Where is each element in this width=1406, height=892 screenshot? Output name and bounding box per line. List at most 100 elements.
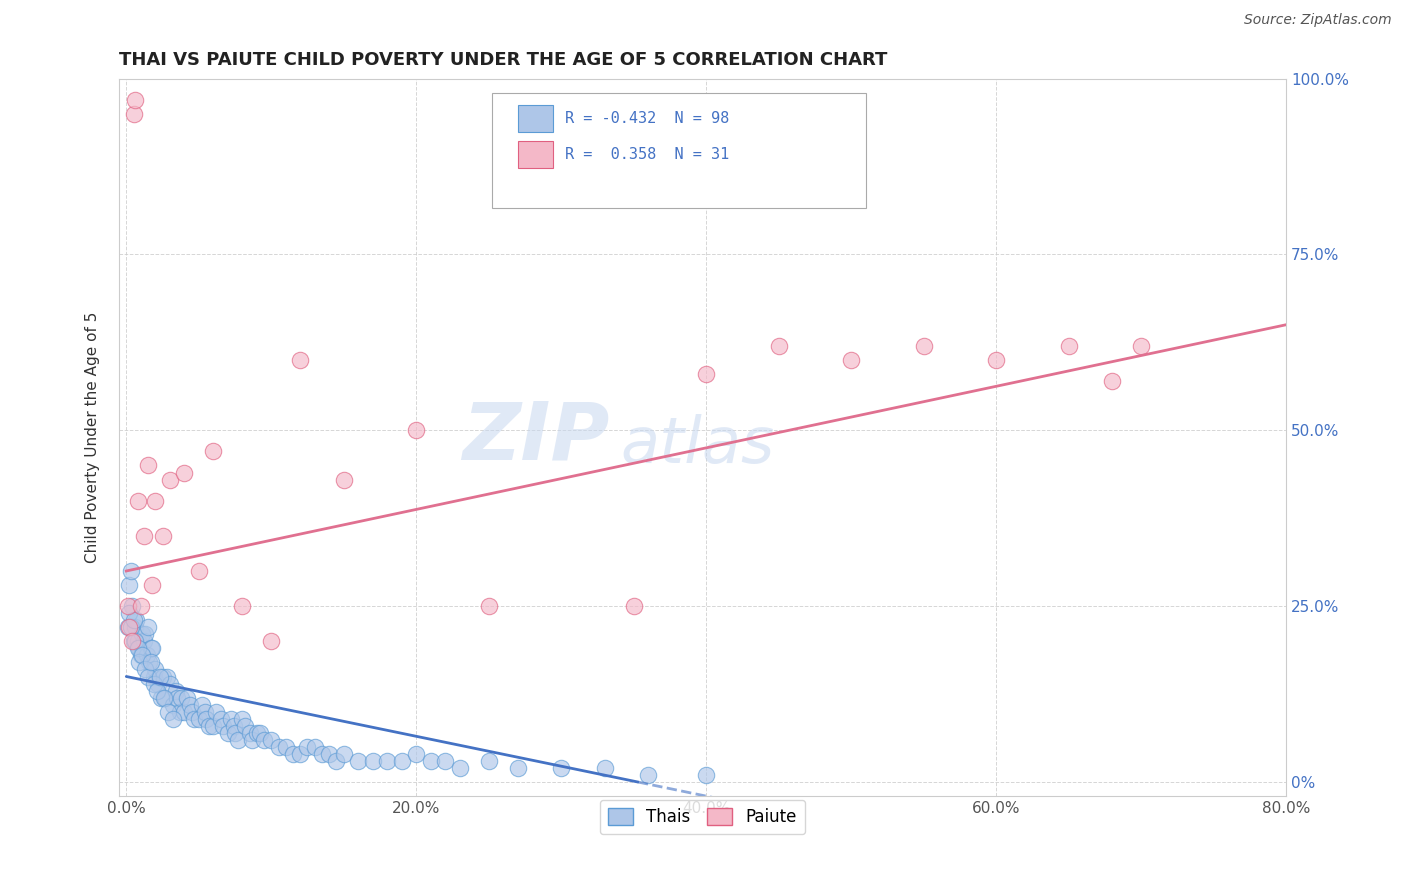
Point bbox=[332, 473, 354, 487]
Point bbox=[176, 690, 198, 705]
Point bbox=[157, 705, 180, 719]
Point bbox=[224, 726, 246, 740]
Point bbox=[183, 712, 205, 726]
Point bbox=[132, 529, 155, 543]
Point bbox=[1130, 339, 1153, 353]
Point bbox=[173, 466, 195, 480]
Point bbox=[170, 690, 193, 705]
Point bbox=[290, 353, 312, 368]
Point bbox=[118, 578, 141, 592]
Point bbox=[419, 754, 441, 768]
Point bbox=[267, 739, 290, 754]
Point bbox=[242, 732, 264, 747]
Point bbox=[219, 712, 242, 726]
Point bbox=[187, 564, 209, 578]
Point bbox=[125, 613, 148, 627]
Point bbox=[260, 634, 283, 648]
Point bbox=[153, 690, 176, 705]
Point bbox=[117, 620, 139, 634]
Point bbox=[129, 648, 152, 663]
Point bbox=[405, 423, 427, 437]
Point bbox=[226, 732, 249, 747]
Point bbox=[152, 529, 174, 543]
Text: ZIP: ZIP bbox=[461, 399, 609, 476]
Bar bbox=[519, 105, 553, 132]
Point bbox=[332, 747, 354, 761]
Point bbox=[325, 754, 347, 768]
Point bbox=[233, 719, 256, 733]
Point bbox=[122, 107, 145, 121]
Point bbox=[143, 493, 166, 508]
Point bbox=[118, 620, 141, 634]
Point bbox=[124, 93, 146, 107]
FancyBboxPatch shape bbox=[492, 93, 866, 208]
Point bbox=[212, 719, 235, 733]
Point bbox=[179, 698, 201, 712]
Point bbox=[449, 761, 471, 775]
Point bbox=[162, 712, 184, 726]
Point bbox=[506, 761, 529, 775]
Point bbox=[138, 656, 160, 670]
Point bbox=[194, 705, 217, 719]
Point bbox=[190, 698, 212, 712]
Point bbox=[195, 712, 218, 726]
Point bbox=[253, 732, 276, 747]
Point bbox=[187, 712, 209, 726]
Point bbox=[984, 353, 1007, 368]
Point bbox=[134, 663, 156, 677]
Point bbox=[695, 768, 717, 782]
Point bbox=[1101, 374, 1123, 388]
Point bbox=[198, 719, 221, 733]
Point bbox=[148, 676, 170, 690]
Point bbox=[217, 726, 239, 740]
Point bbox=[145, 683, 167, 698]
Point bbox=[290, 747, 312, 761]
Point bbox=[136, 458, 159, 473]
Point bbox=[205, 705, 228, 719]
Point bbox=[912, 339, 935, 353]
Point bbox=[136, 620, 159, 634]
Point bbox=[121, 599, 143, 614]
Point bbox=[623, 599, 645, 614]
Point bbox=[122, 613, 145, 627]
Point bbox=[162, 698, 184, 712]
Point bbox=[281, 747, 304, 761]
Point bbox=[128, 656, 150, 670]
Point bbox=[136, 669, 159, 683]
Point bbox=[139, 641, 162, 656]
Text: R =  0.358  N = 31: R = 0.358 N = 31 bbox=[565, 147, 730, 162]
Point bbox=[152, 669, 174, 683]
Point bbox=[180, 705, 202, 719]
Point bbox=[127, 641, 149, 656]
Point bbox=[121, 634, 143, 648]
Point bbox=[311, 747, 333, 761]
Point bbox=[141, 578, 163, 592]
Point bbox=[165, 683, 187, 698]
Point bbox=[120, 620, 142, 634]
Point bbox=[231, 599, 253, 614]
Point bbox=[128, 641, 150, 656]
Point bbox=[131, 627, 153, 641]
Point bbox=[297, 739, 319, 754]
Point bbox=[124, 620, 146, 634]
Point bbox=[695, 367, 717, 381]
Point bbox=[149, 669, 172, 683]
Text: Source: ZipAtlas.com: Source: ZipAtlas.com bbox=[1244, 13, 1392, 28]
Point bbox=[127, 634, 149, 648]
Point bbox=[166, 690, 188, 705]
Point bbox=[304, 739, 326, 754]
Point bbox=[593, 761, 616, 775]
Point bbox=[127, 493, 149, 508]
Point bbox=[238, 726, 260, 740]
Point bbox=[155, 690, 177, 705]
Point bbox=[361, 754, 384, 768]
Point bbox=[156, 669, 179, 683]
Point bbox=[139, 656, 162, 670]
Point bbox=[135, 648, 157, 663]
Point bbox=[478, 599, 501, 614]
Point bbox=[173, 705, 195, 719]
Point bbox=[117, 599, 139, 614]
Point bbox=[131, 648, 153, 663]
Point bbox=[839, 353, 862, 368]
Point bbox=[124, 634, 146, 648]
